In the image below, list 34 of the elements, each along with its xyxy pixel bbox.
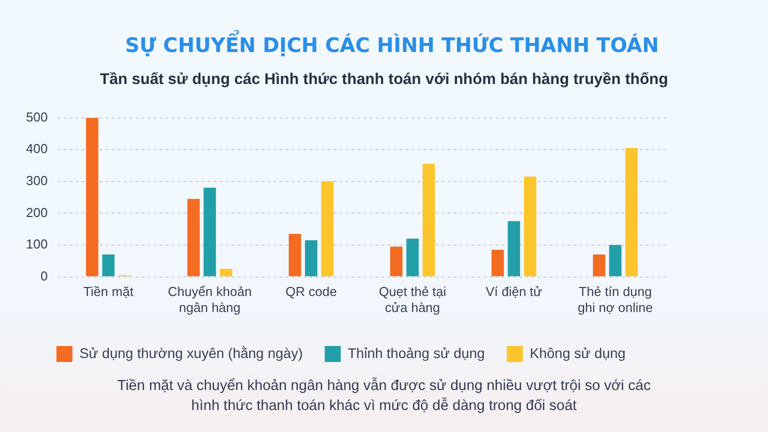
bar: [187, 198, 200, 276]
bar: [492, 250, 504, 276]
y-tick-label: 300: [26, 172, 48, 188]
bar: [220, 268, 232, 276]
y-tick-label: 400: [26, 141, 48, 156]
x-tick-label: Tiền mặt: [83, 284, 134, 300]
bar: [390, 246, 402, 276]
bar: [592, 254, 606, 276]
bar: [609, 245, 622, 276]
bar: [204, 188, 216, 276]
x-tick-label: Ví điện tử: [486, 284, 542, 300]
legend-label: Sử dụng thường xuyên (hằng ngày): [79, 344, 303, 361]
bar: [304, 240, 318, 276]
bar: [321, 181, 334, 276]
bar: [422, 164, 435, 276]
bar: [524, 176, 536, 276]
bar: [508, 221, 520, 276]
y-tick-label: 0: [40, 268, 48, 284]
y-tick-label: 200: [26, 204, 48, 220]
y-tick-label: 100: [26, 236, 48, 252]
x-tick-label: Chuyển khoản ngân hàng: [168, 284, 252, 315]
bar: [406, 238, 419, 276]
chart-subtitle: Tần suất sử dụng các Hình thức thanh toán với nhóm bán hàng truyền thống: [98, 71, 670, 89]
legend-label: Không sử dụng: [530, 344, 626, 361]
x-tick-label: Thẻ tín dụng ghi nợ online: [578, 284, 653, 315]
y-tick-label: 500: [26, 109, 48, 124]
text: Tiền mặt và chuyển khoản ngân hàng vẫn được sử dụng nhiều vượt trội so với các hình thức thanh toán khác vì mức độ dễ dàng trong đối soát: [116, 376, 652, 416]
legend-label: Thỉnh thoảng sử dụng: [348, 344, 485, 361]
bar: [625, 148, 638, 276]
x-tick-label: Quẹt thẻ tại cửa hàng: [378, 284, 446, 315]
bar: [102, 254, 115, 276]
x-tick-label: QR code: [285, 284, 337, 300]
bar: [288, 234, 302, 276]
bar: [86, 118, 98, 276]
